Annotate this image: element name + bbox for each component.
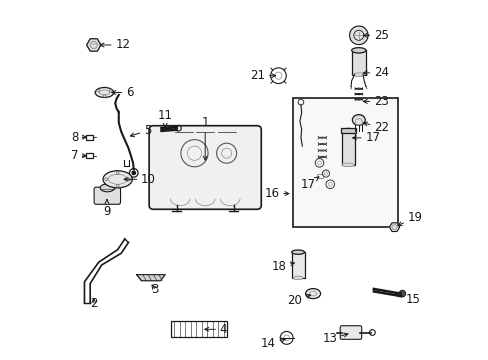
Text: 5: 5 [130,124,151,137]
Ellipse shape [103,171,132,188]
Text: 13: 13 [322,333,347,346]
Polygon shape [349,26,367,45]
Text: 7: 7 [71,149,86,162]
Text: 14: 14 [261,337,285,350]
Text: 6: 6 [112,86,133,99]
Ellipse shape [351,48,365,53]
Text: 24: 24 [363,66,388,79]
Text: 8: 8 [71,131,86,144]
Text: 3: 3 [151,283,159,296]
Text: 17: 17 [352,131,380,144]
Text: 21: 21 [250,69,275,82]
Text: 25: 25 [363,29,388,42]
Text: 4: 4 [204,323,226,336]
Polygon shape [389,223,399,231]
Bar [292,98,397,227]
Bar [340,129,355,133]
Text: 23: 23 [363,95,388,108]
Ellipse shape [95,87,114,98]
Bar [85,135,93,140]
Text: 18: 18 [271,260,294,273]
Bar [291,252,304,278]
FancyBboxPatch shape [149,126,261,209]
FancyBboxPatch shape [94,187,121,204]
Text: 11: 11 [157,109,172,127]
Circle shape [132,171,135,175]
Ellipse shape [341,129,354,134]
Text: 9: 9 [103,200,110,217]
Text: 19: 19 [397,211,422,226]
Text: 15: 15 [394,293,419,306]
Ellipse shape [352,73,364,76]
Ellipse shape [100,184,114,192]
Text: 12: 12 [100,39,130,51]
Text: 20: 20 [287,294,310,307]
Bar [85,153,93,158]
Text: 17: 17 [300,177,318,191]
Text: 10: 10 [124,173,156,186]
Circle shape [398,291,405,297]
Text: 16: 16 [264,187,288,200]
Ellipse shape [341,163,354,167]
Polygon shape [86,39,101,51]
Ellipse shape [292,276,303,280]
Ellipse shape [352,114,365,125]
Bar [351,50,365,75]
Text: 22: 22 [363,121,388,134]
FancyBboxPatch shape [340,326,361,339]
Bar [341,131,354,165]
Bar [171,321,226,337]
Bar [316,174,323,178]
Ellipse shape [305,289,320,298]
Polygon shape [136,275,165,281]
Text: 1: 1 [201,116,208,160]
Text: 2: 2 [90,297,97,310]
Ellipse shape [291,250,304,254]
